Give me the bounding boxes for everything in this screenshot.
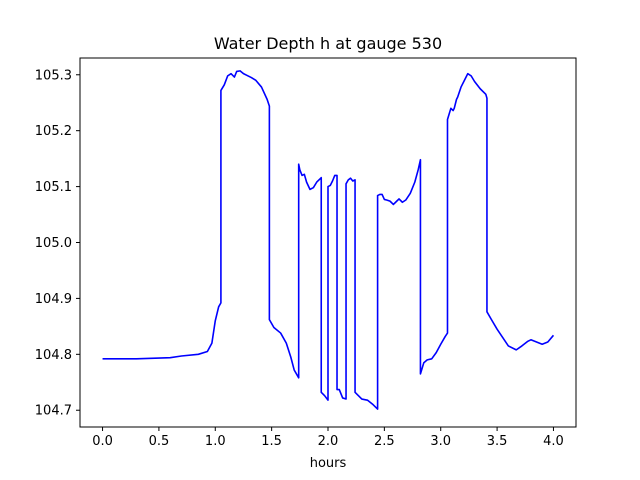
y-tick-label: 105.2 [35,124,72,139]
y-tick-label: 104.8 [35,348,72,363]
x-tick-label: 2.5 [374,434,395,449]
x-tick-label: 2.0 [318,434,339,449]
x-tick-label: 4.0 [543,434,564,449]
y-axis: 104.7 104.8 104.9 105.0 105.1 105.2 105.3 [35,68,80,419]
x-tick-label: 1.0 [205,434,226,449]
y-tick-label: 105.3 [35,68,72,83]
x-tick-label: 0.0 [92,434,113,449]
x-tick-label: 0.5 [149,434,170,449]
x-axis: 0.0 0.5 1.0 1.5 2.0 2.5 3.0 3.5 4.0 [92,427,564,449]
x-axis-label: hours [310,456,347,471]
water-depth-series-line [102,70,555,410]
x-tick-label: 3.5 [487,434,508,449]
y-tick-label: 104.9 [35,292,72,307]
y-tick-label: 105.1 [35,180,72,195]
y-tick-label: 105.0 [35,236,72,251]
y-tick-label: 104.7 [35,404,72,419]
x-tick-label: 1.5 [261,434,282,449]
chart-title: Water Depth h at gauge 530 [214,34,442,53]
x-tick-label: 3.0 [430,434,451,449]
